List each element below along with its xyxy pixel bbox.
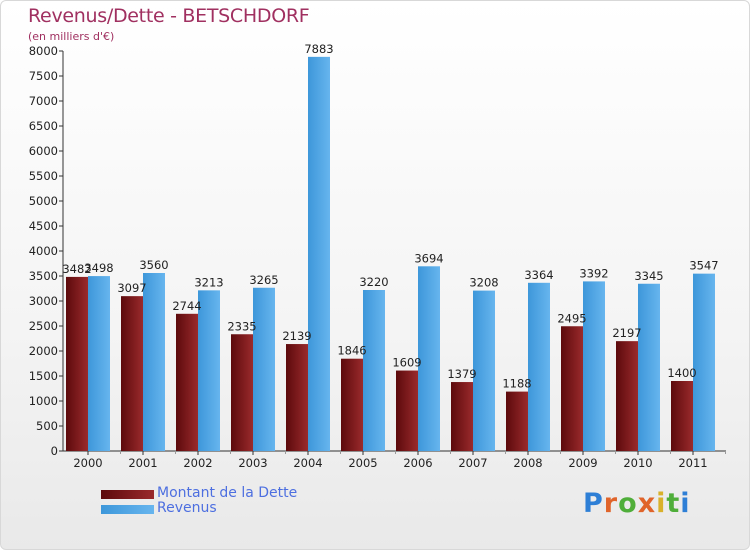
x-tick-label: 2009 <box>568 456 597 470</box>
y-tick-label: 0 <box>51 444 58 458</box>
value-label-revenue: 3265 <box>249 273 278 287</box>
bar-debt <box>341 358 363 451</box>
bar-debt <box>121 296 143 451</box>
x-tick-label: 2002 <box>183 456 212 470</box>
bar-revenue <box>418 266 440 451</box>
y-tick-label: 6500 <box>29 119 58 133</box>
y-tick-label: 500 <box>36 419 58 433</box>
legend-label-debt: Montant de la Dette <box>157 485 298 501</box>
x-tick-label: 2001 <box>128 456 157 470</box>
legend-swatch-debt <box>101 490 154 499</box>
x-tick-label: 2005 <box>348 456 377 470</box>
value-label-revenue: 3364 <box>524 268 553 282</box>
value-label-debt: 1379 <box>447 367 476 381</box>
value-label-revenue: 3392 <box>579 266 608 280</box>
y-tick-label: 4500 <box>29 219 58 233</box>
bar-debt <box>231 334 253 451</box>
y-tick-label: 5500 <box>29 169 58 183</box>
bar-revenue <box>583 281 605 451</box>
y-tick-label: 7000 <box>29 94 58 108</box>
bar-revenue <box>693 273 715 451</box>
logo-letter: o <box>618 488 638 519</box>
y-tick-label: 7500 <box>29 69 58 83</box>
bar-revenue <box>88 276 110 451</box>
value-label-debt: 2197 <box>612 326 641 340</box>
y-tick-label: 6000 <box>29 144 58 158</box>
logo-letter: i <box>656 488 667 519</box>
x-tick-label: 2004 <box>293 456 322 470</box>
y-tick-label: 5000 <box>29 194 58 208</box>
value-label-revenue: 3208 <box>469 276 498 290</box>
bar-debt <box>561 326 583 451</box>
bar-debt <box>671 381 693 451</box>
value-label-revenue: 3213 <box>194 275 223 289</box>
bar-revenue <box>308 56 330 451</box>
legend-label-revenue: Revenus <box>157 500 217 516</box>
value-label-debt: 3097 <box>117 281 146 295</box>
bar-revenue <box>198 290 220 451</box>
value-label-revenue: 7883 <box>304 42 333 56</box>
y-tick-label: 2000 <box>29 344 58 358</box>
bars <box>66 56 715 451</box>
legend-swatch-revenue <box>101 505 154 514</box>
x-tick-label: 2011 <box>678 456 707 470</box>
x-tick-label: 2008 <box>513 456 542 470</box>
y-tick-label: 4000 <box>29 244 58 258</box>
logo-letter: t <box>666 488 681 519</box>
x-tick-label: 2010 <box>623 456 652 470</box>
proxiti-logo: Proxiti <box>583 488 691 519</box>
bar-debt <box>506 391 528 451</box>
value-label-debt: 1609 <box>392 356 421 370</box>
logo-letter: x <box>637 488 657 519</box>
bar-debt <box>286 344 308 451</box>
bar-revenue <box>528 282 550 451</box>
value-label-debt: 1188 <box>502 377 531 391</box>
y-tick-label: 8000 <box>29 44 58 58</box>
y-tick-label: 1500 <box>29 369 58 383</box>
logo-letter: i <box>680 488 691 519</box>
value-label-revenue: 3547 <box>689 259 718 273</box>
value-label-debt: 1846 <box>337 344 366 358</box>
y-tick-label: 3000 <box>29 294 58 308</box>
bar-debt <box>66 276 88 451</box>
value-label-debt: 2744 <box>172 299 201 313</box>
value-label-debt: 2335 <box>227 319 256 333</box>
bar-debt <box>396 370 418 451</box>
y-tick-label: 1000 <box>29 394 58 408</box>
bar-revenue <box>143 273 165 451</box>
x-tick-label: 2006 <box>403 456 432 470</box>
value-label-revenue: 3220 <box>359 275 388 289</box>
value-label-revenue: 3498 <box>84 261 113 275</box>
logo-letter: P <box>583 488 604 519</box>
y-tick-label: 3500 <box>29 269 58 283</box>
bar-revenue <box>363 290 385 451</box>
value-label-debt: 1400 <box>667 366 696 380</box>
value-label-debt: 2495 <box>557 311 586 325</box>
bar-debt <box>176 313 198 451</box>
value-label-revenue: 3560 <box>139 258 168 272</box>
axes: 0 500 1000 1500 2000 2500 3000 3500 4000 4500 5000… <box>29 44 726 470</box>
x-tick-label: 2000 <box>73 456 102 470</box>
value-label-debt: 3482 <box>62 262 91 276</box>
value-label-revenue: 3345 <box>634 269 663 283</box>
value-label-debt: 2139 <box>282 329 311 343</box>
bar-revenue <box>638 283 660 451</box>
y-tick-label: 2500 <box>29 319 58 333</box>
chart-subtitle: (en milliers d'€) <box>28 30 115 43</box>
bar-debt <box>616 341 638 451</box>
chart-title: Revenus/Dette - BETSCHDORF <box>28 5 310 27</box>
logo-letter: r <box>603 488 619 519</box>
value-label-revenue: 3694 <box>414 251 443 265</box>
x-tick-label: 2007 <box>458 456 487 470</box>
x-tick-label: 2003 <box>238 456 267 470</box>
bar-revenue <box>473 290 495 451</box>
bar-revenue <box>253 287 275 451</box>
bar-debt <box>451 382 473 451</box>
